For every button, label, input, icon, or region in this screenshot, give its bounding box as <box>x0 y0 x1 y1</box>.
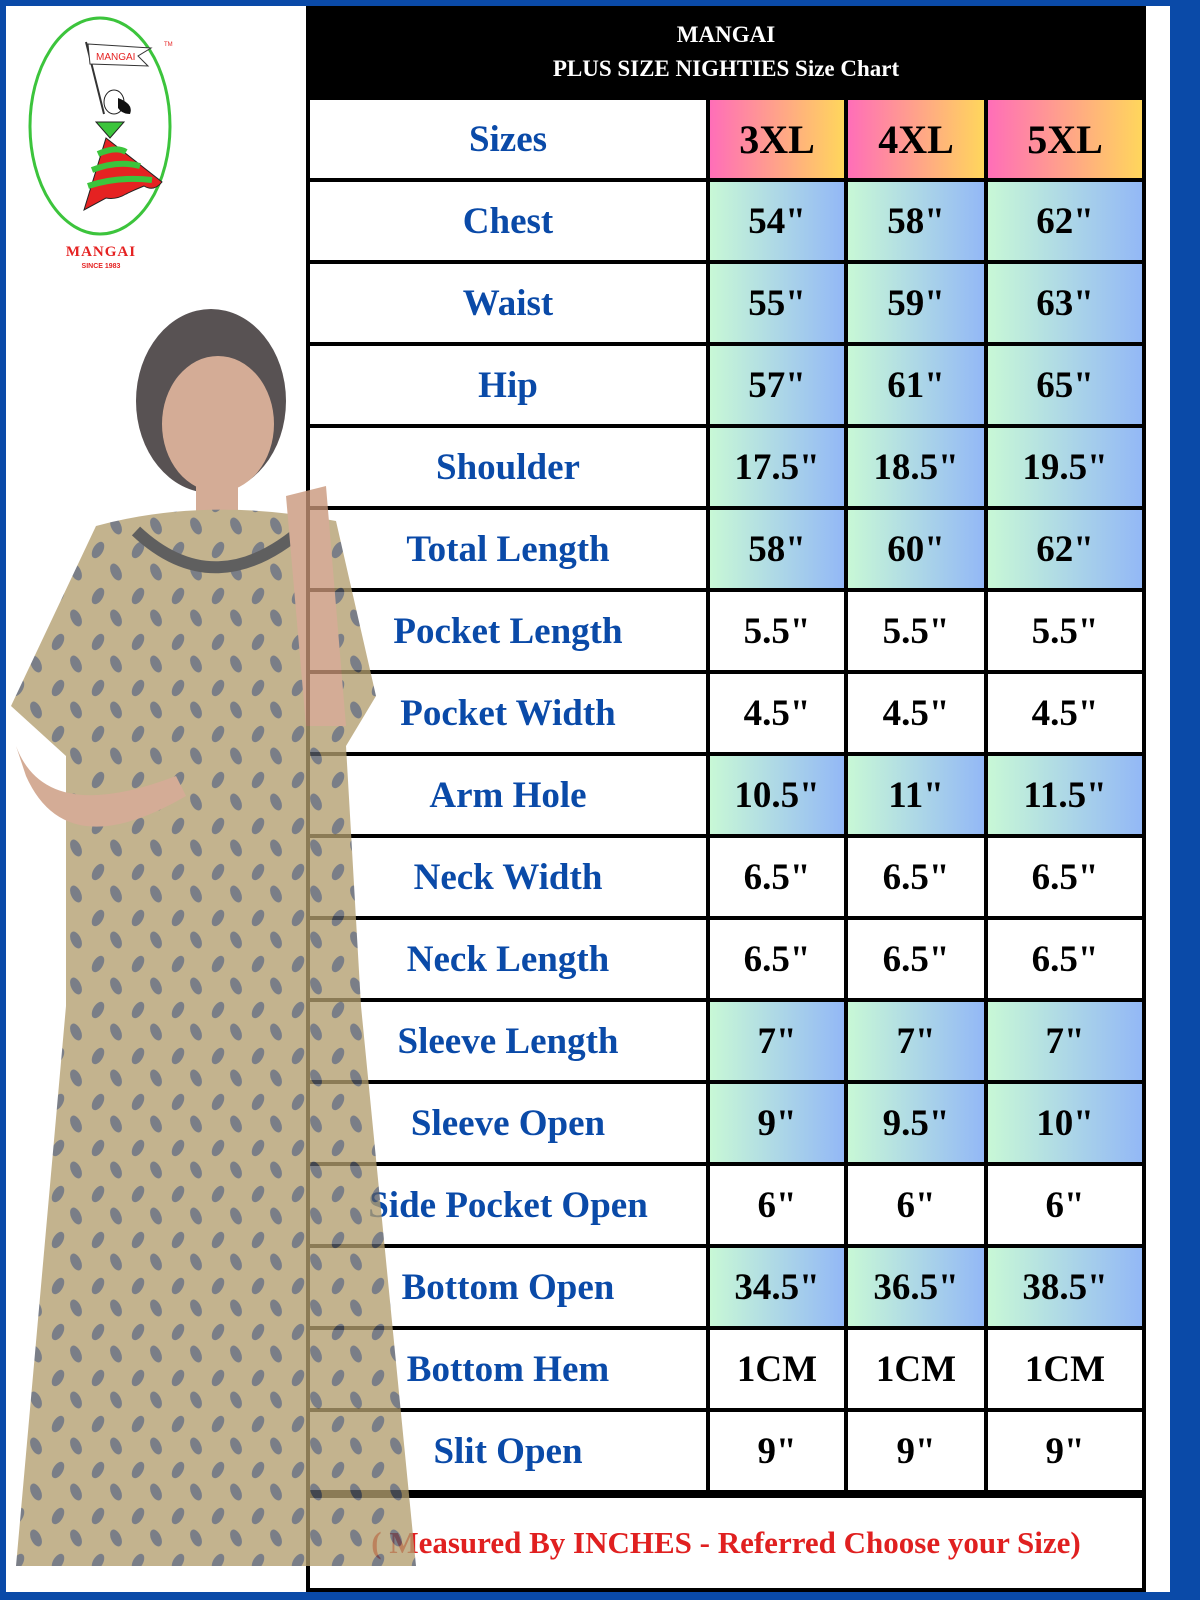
waist-3xl-value: 55" <box>710 264 844 342</box>
row-label-waist: Waist <box>310 264 706 342</box>
brand-name: MANGAI <box>65 244 137 260</box>
row-label-total-length: Total Length <box>310 510 706 588</box>
shoulder-4xl-value: 18.5" <box>848 428 984 506</box>
bottom-open-4xl-value: 36.5" <box>848 1248 984 1326</box>
arm-hole-5xl-value: 11.5" <box>988 756 1142 834</box>
header-title: PLUS SIZE NIGHTIES Size Chart <box>552 56 900 81</box>
row-label-pocket-width: Pocket Width <box>310 674 706 752</box>
chest-4xl-value: 58" <box>848 182 984 260</box>
hip-4xl-value: 61" <box>848 346 984 424</box>
total-length-3xl-value: 58" <box>710 510 844 588</box>
row-label-pocket-length: Pocket Length <box>310 592 706 670</box>
header-brand: MANGAI <box>676 22 776 47</box>
slit-open-5xl-value: 9" <box>988 1412 1142 1490</box>
measurement-note: ( Measured By INCHES - Referred Choose y… <box>310 1498 1142 1588</box>
pocket-width-5xl-value: 4.5" <box>988 674 1142 752</box>
mangai-logo: MANGAI TM <box>28 16 173 236</box>
neck-width-3xl-value: 6.5" <box>710 838 844 916</box>
neck-length-5xl-value: 6.5" <box>988 920 1142 998</box>
bottom-hem-4xl-value: 1CM <box>848 1330 984 1408</box>
neck-length-4xl-value: 6.5" <box>848 920 984 998</box>
sleeve-length-5xl-value: 7" <box>988 1002 1142 1080</box>
total-length-5xl-value: 62" <box>988 510 1142 588</box>
sleeve-open-4xl-value: 9.5" <box>848 1084 984 1162</box>
neck-width-4xl-value: 6.5" <box>848 838 984 916</box>
hip-5xl-value: 65" <box>988 346 1142 424</box>
pocket-length-5xl-value: 5.5" <box>988 592 1142 670</box>
arm-hole-3xl-value: 10.5" <box>710 756 844 834</box>
row-label-shoulder: Shoulder <box>310 428 706 506</box>
row-label-hip: Hip <box>310 346 706 424</box>
waist-5xl-value: 63" <box>988 264 1142 342</box>
row-label-sleeve-open: Sleeve Open <box>310 1084 706 1162</box>
sleeve-open-3xl-value: 9" <box>710 1084 844 1162</box>
svg-text:TM: TM <box>164 42 173 48</box>
pocket-length-3xl-value: 5.5" <box>710 592 844 670</box>
shoulder-3xl-value: 17.5" <box>710 428 844 506</box>
row-label-neck-width: Neck Width <box>310 838 706 916</box>
logo-flag-text: MANGAI <box>96 52 135 63</box>
sleeve-length-3xl-value: 7" <box>710 1002 844 1080</box>
size-chart-table: MANGAI PLUS SIZE NIGHTIES Size Chart Siz… <box>306 6 1146 1592</box>
hip-3xl-value: 57" <box>710 346 844 424</box>
brand-tagline: SINCE 1983 <box>81 263 121 270</box>
size-header-4xl: 4XL <box>848 100 984 178</box>
pocket-width-3xl-value: 4.5" <box>710 674 844 752</box>
neck-width-5xl-value: 6.5" <box>988 838 1142 916</box>
bottom-open-3xl-value: 34.5" <box>710 1248 844 1326</box>
size-header-5xl: 5XL <box>988 100 1142 178</box>
row-label-neck-length: Neck Length <box>310 920 706 998</box>
bottom-open-5xl-value: 38.5" <box>988 1248 1142 1326</box>
size-chart-canvas: MANGAI TM MANGAI SINCE 1983 MANGAI PLUS … <box>6 6 1170 1592</box>
size-grid: Sizes 3XL 4XL 5XL Chest 54" 58" 62" Waist 55"… <box>306 100 1146 1490</box>
sleeve-length-4xl-value: 7" <box>848 1002 984 1080</box>
neck-length-3xl-value: 6.5" <box>710 920 844 998</box>
total-length-4xl-value: 60" <box>848 510 984 588</box>
pocket-width-4xl-value: 4.5" <box>848 674 984 752</box>
chest-5xl-value: 62" <box>988 182 1142 260</box>
row-label-bottom-open: Bottom Open <box>310 1248 706 1326</box>
row-label-side-pocket-open: Side Pocket Open <box>310 1166 706 1244</box>
sizes-header: Sizes <box>310 100 706 178</box>
row-label-chest: Chest <box>310 182 706 260</box>
row-label-arm-hole: Arm Hole <box>310 756 706 834</box>
bottom-hem-3xl-value: 1CM <box>710 1330 844 1408</box>
arm-hole-4xl-value: 11" <box>848 756 984 834</box>
size-header-3xl: 3XL <box>710 100 844 178</box>
sleeve-open-5xl-value: 10" <box>988 1084 1142 1162</box>
bottom-hem-5xl-value: 1CM <box>988 1330 1142 1408</box>
side-pocket-open-3xl-value: 6" <box>710 1166 844 1244</box>
row-label-bottom-hem: Bottom Hem <box>310 1330 706 1408</box>
row-label-slit-open: Slit Open <box>310 1412 706 1490</box>
side-pocket-open-4xl-value: 6" <box>848 1166 984 1244</box>
chart-header: MANGAI PLUS SIZE NIGHTIES Size Chart <box>306 6 1146 100</box>
pocket-length-4xl-value: 5.5" <box>848 592 984 670</box>
side-pocket-open-5xl-value: 6" <box>988 1166 1142 1244</box>
row-label-sleeve-length: Sleeve Length <box>310 1002 706 1080</box>
waist-4xl-value: 59" <box>848 264 984 342</box>
slit-open-4xl-value: 9" <box>848 1412 984 1490</box>
slit-open-3xl-value: 9" <box>710 1412 844 1490</box>
shoulder-5xl-value: 19.5" <box>988 428 1142 506</box>
chest-3xl-value: 54" <box>710 182 844 260</box>
